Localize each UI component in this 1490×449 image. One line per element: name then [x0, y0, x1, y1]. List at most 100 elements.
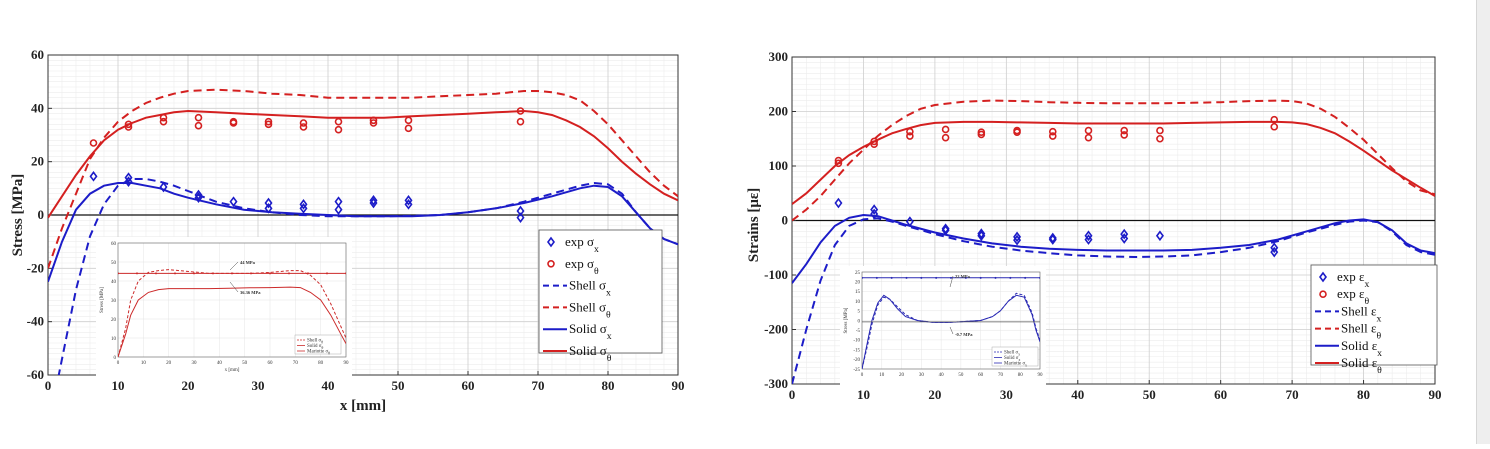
series-line-3 — [48, 88, 678, 269]
inset-y-tick-label: 10 — [855, 300, 861, 305]
y-tick-label: 20 — [31, 154, 44, 169]
x-tick-label: 0 — [45, 378, 52, 393]
inset-x-tick-label: 20 — [166, 361, 172, 366]
point-exp-σx-12 — [334, 204, 343, 216]
x-tick-label: 80 — [1357, 387, 1370, 402]
point-exp-εx-18 — [1270, 246, 1279, 258]
legend-entry-label: Solid σx — [569, 321, 612, 342]
inset-marker — [979, 276, 982, 279]
point-exp-εx-15 — [1120, 233, 1129, 244]
figure-svg: 0 10 20 30 40 50 60 70 80 90-60-40-200204060Stres… — [10, 47, 1442, 414]
point-exp-εx-13 — [1084, 234, 1093, 245]
x-tick-label: 20 — [928, 387, 941, 402]
inset-marker — [1039, 276, 1040, 279]
inset-y-tick-label: 50 — [111, 261, 117, 266]
inset-x-tick-label: 60 — [978, 373, 984, 378]
point-exp-σθ-13 — [334, 117, 343, 126]
point-exp-σθ-11 — [299, 119, 308, 127]
x-tick-label: 0 — [789, 387, 796, 402]
inset-legend-box — [991, 346, 1039, 367]
inset-legend-box — [294, 334, 342, 355]
point-exp-σx-16 — [404, 198, 413, 210]
inset-x-tick-label: 50 — [242, 361, 248, 366]
inset-marker — [250, 272, 252, 275]
inset-legend-label: Solid σθ — [307, 344, 324, 350]
inset-y-tick-label: 0 — [114, 356, 117, 361]
x-tick-label: 50 — [392, 378, 405, 393]
point-exp-εx-1 — [870, 204, 879, 215]
point-exp-σθ-14 — [334, 125, 343, 134]
point-exp-εθ-6 — [941, 125, 950, 134]
point-exp-σθ-0 — [89, 139, 98, 147]
inset-annotation: 36.36 MPa — [240, 290, 261, 295]
inset-marker — [231, 272, 233, 275]
inset-chart-0: 0 10 20 30 40 50 60 70 80 90 0 10 20 30 40 50 60 x [mm] St… — [96, 237, 352, 377]
legend-entry-label: Solid εθ — [1341, 355, 1382, 376]
inset-y-tick-label: 20 — [855, 281, 861, 286]
point-exp-εθ-16 — [1120, 126, 1129, 135]
x-tick-label: 60 — [462, 378, 475, 393]
point-exp-σx-6 — [229, 196, 238, 208]
point-exp-εθ-18 — [1156, 126, 1164, 135]
x-tick-label: 90 — [1429, 387, 1442, 402]
inset-y-tick-label: 15 — [855, 290, 861, 295]
inset-x-tick-label: 40 — [217, 361, 223, 366]
inset-y-tick-label: 25 — [855, 271, 861, 276]
y-tick-label: -60 — [27, 367, 44, 382]
point-exp-εx-12 — [1084, 230, 1093, 242]
inset-annotation-arrow — [949, 275, 954, 288]
inset-series-line-0 — [862, 292, 1040, 369]
point-exp-εx-17 — [1270, 242, 1279, 254]
inset-x-tick-label: 30 — [919, 373, 925, 378]
y-tick-label: 60 — [31, 47, 44, 62]
inset-marker — [935, 276, 938, 279]
inset-legend-label: Mariotte σθ — [307, 350, 330, 356]
inset-x-tick-label: 20 — [899, 373, 905, 378]
series-line-2 — [792, 217, 1435, 384]
inset-x-tick-label: 0 — [861, 373, 864, 378]
x-tick-label: 20 — [182, 378, 195, 393]
point-exp-εθ-19 — [1156, 134, 1164, 143]
inset-y-axis-label: Stress [MPa] — [100, 287, 105, 313]
inset-frame — [861, 271, 1041, 370]
y-tick-label: -200 — [764, 322, 788, 337]
point-exp-σx-10 — [299, 202, 308, 214]
point-exp-εθ-7 — [941, 133, 950, 142]
legend-entry-label: exp εθ — [1337, 286, 1369, 307]
inset-x-tick-label: 60 — [268, 361, 274, 366]
inset-marker — [862, 276, 863, 279]
series-line-4 — [48, 182, 678, 283]
inset-x-tick-label: 40 — [939, 373, 945, 378]
point-exp-σx-4 — [194, 189, 203, 201]
inset-marker — [905, 276, 908, 279]
inset-x-axis-label: x [mm] — [225, 368, 240, 373]
inset-annotation-arrow — [229, 261, 239, 271]
inset-y-tick-label: -15 — [853, 348, 860, 353]
inset-marker — [875, 276, 878, 279]
inset-marker — [174, 272, 176, 275]
point-exp-εθ-21 — [1270, 122, 1279, 131]
inset-legend-label: Solid σx — [1004, 356, 1021, 362]
x-tick-label: 90 — [672, 378, 685, 393]
legend-marker — [1319, 271, 1327, 283]
point-exp-εθ-15 — [1084, 133, 1093, 142]
inset-marker — [288, 272, 290, 275]
inset-x-tick-label: 30 — [192, 361, 198, 366]
point-exp-εx-10 — [1048, 232, 1057, 244]
inset-legend-label: Shell σx — [1004, 351, 1020, 357]
point-exp-σx-14 — [369, 197, 378, 209]
y-tick-label: 100 — [769, 158, 789, 173]
series-line-5 — [792, 120, 1435, 205]
x-tick-label: 70 — [1286, 387, 1299, 402]
point-exp-εθ-5 — [906, 132, 914, 140]
legend-box — [538, 229, 663, 354]
series-line-5 — [48, 109, 678, 219]
point-exp-εx-9 — [1013, 234, 1022, 246]
inset-series-line-1 — [118, 286, 346, 357]
inset-legend-label: Shell σθ — [307, 339, 323, 345]
legend-marker — [547, 236, 555, 248]
inset-annotation-arrow — [949, 326, 954, 335]
legend-entry-label: exp σx — [565, 234, 599, 255]
